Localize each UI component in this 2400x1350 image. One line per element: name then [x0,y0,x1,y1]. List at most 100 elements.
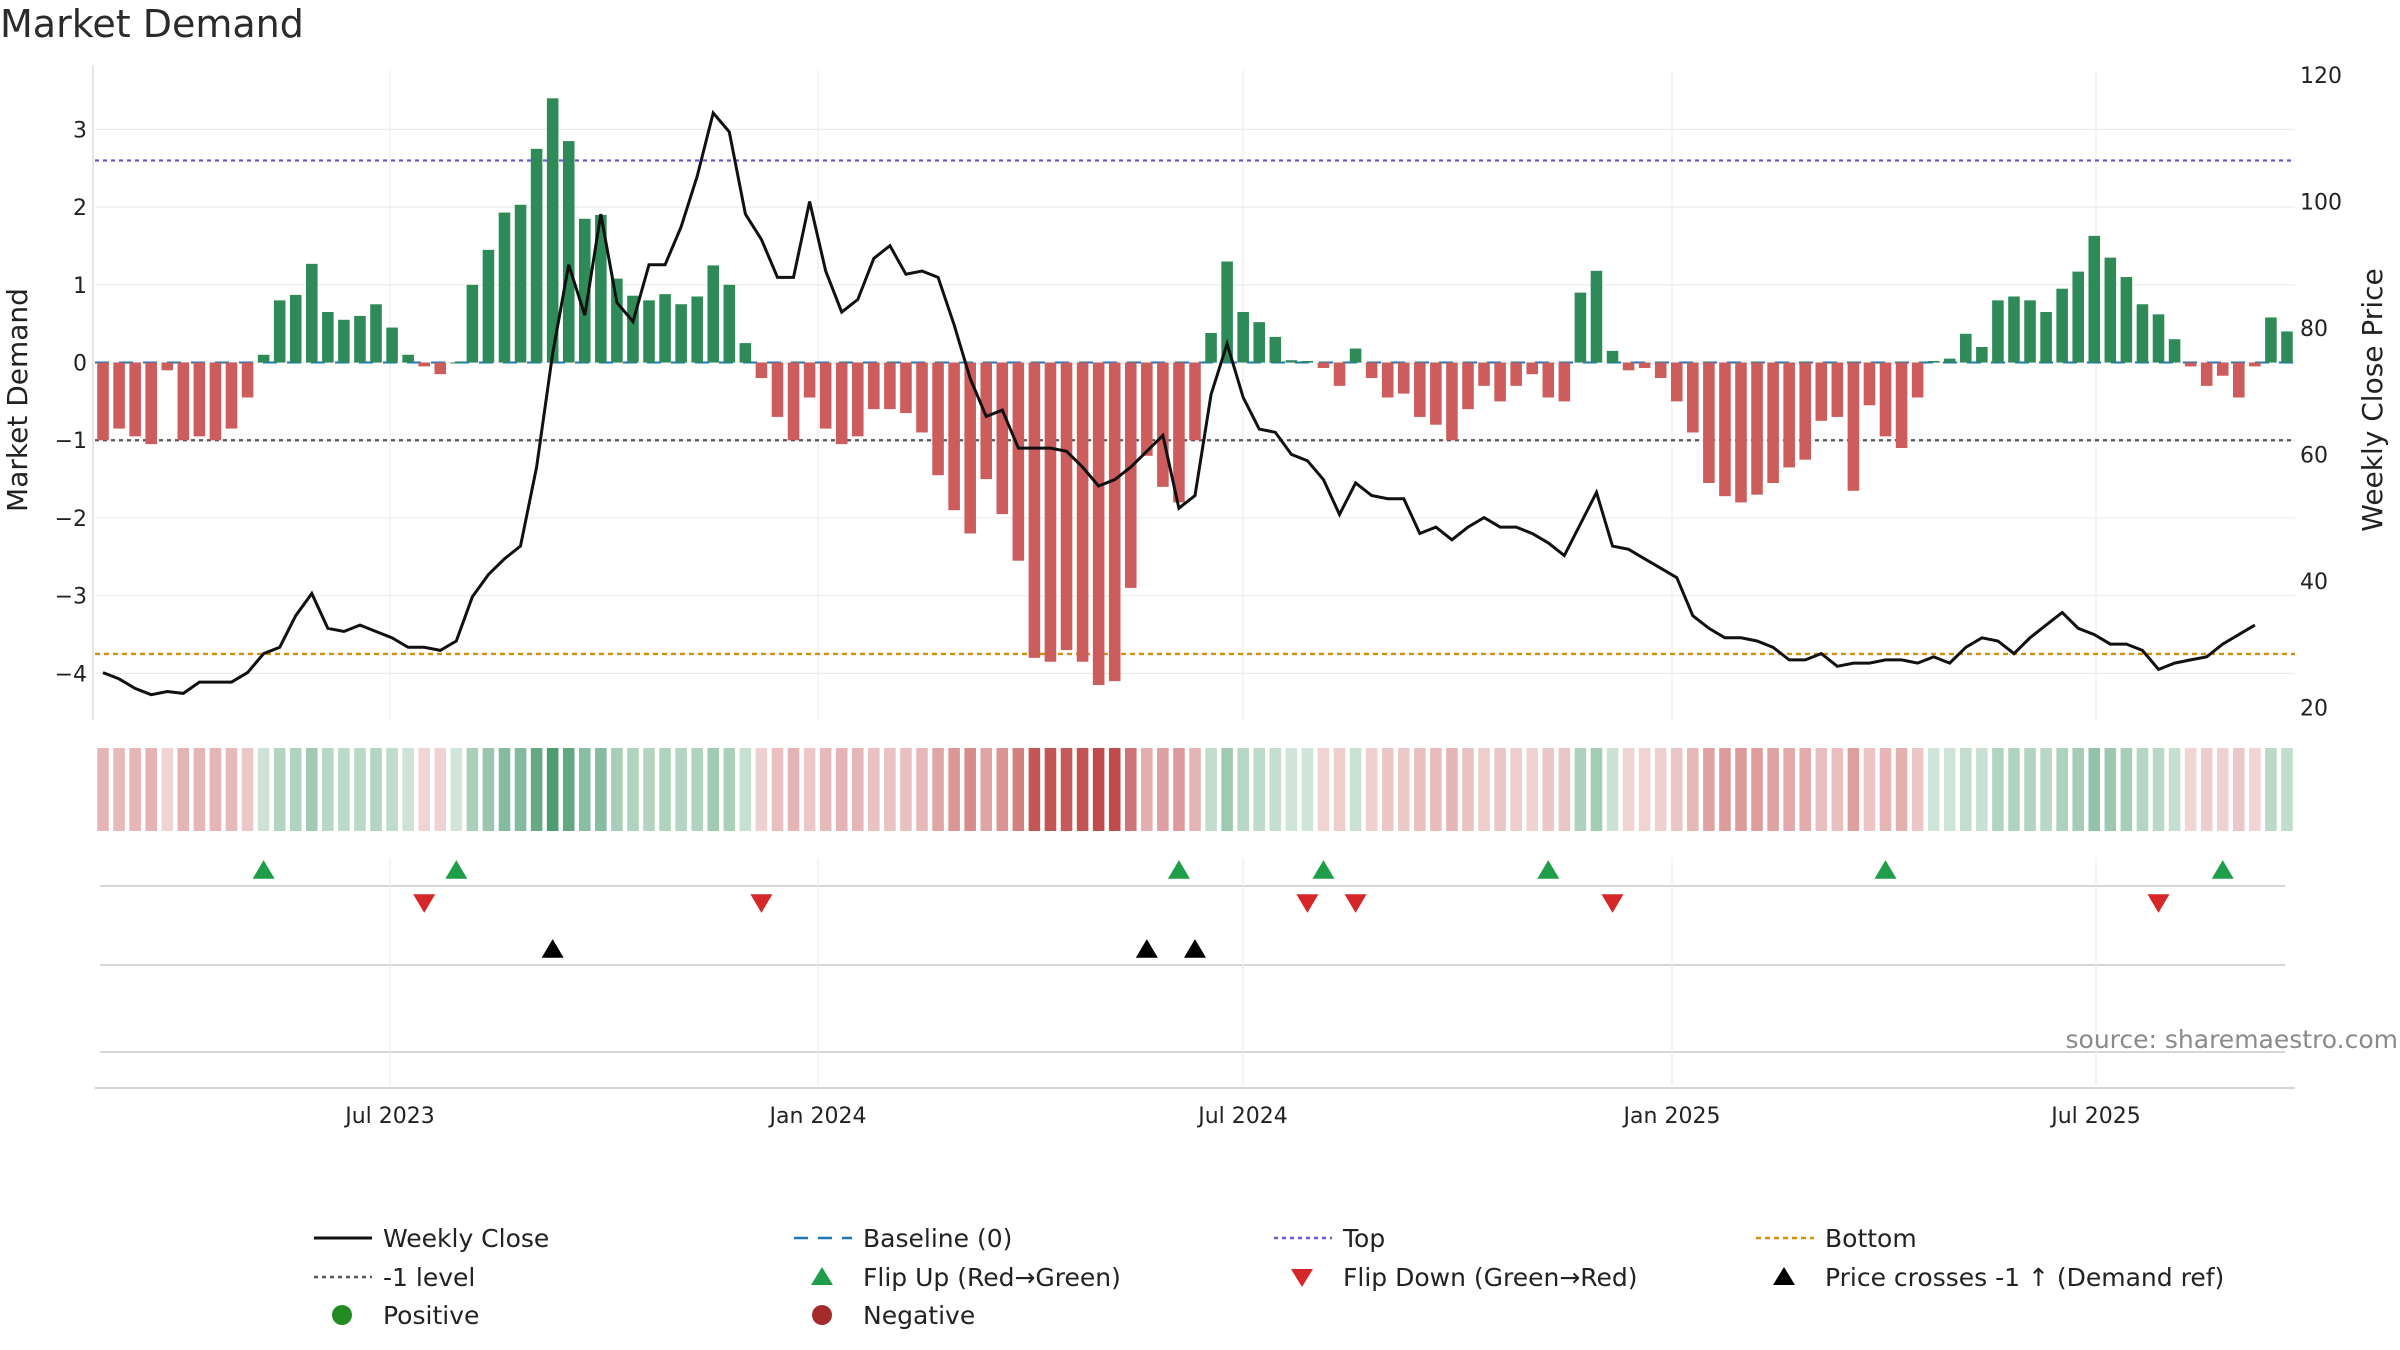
heat-cell [948,748,960,831]
legend-item: Top [1274,1224,1385,1253]
heat-cell [2056,748,2068,831]
demand-bar [1703,362,1715,483]
legend-label: Flip Up (Red→Green) [863,1263,1121,1292]
demand-bar [1943,358,1956,363]
heat-cell [530,748,543,831]
heat-cell [1333,748,1346,831]
demand-bar [595,214,607,363]
demand-bar [1462,362,1474,410]
demand-bar [498,212,511,363]
demand-bar [2265,317,2277,363]
y-tick-label: −2 [55,507,87,532]
demand-bar [803,362,816,398]
y-tick-label: 3 [73,118,87,143]
flip-up-marker [1537,860,1560,879]
heat-cell [546,748,559,831]
heat-cell [1815,748,1828,831]
flip-down-marker [1601,894,1624,913]
heat-cell [2265,748,2277,831]
heat-cell [1430,748,1442,831]
heat-cell [787,748,800,831]
demand-bar [1960,333,1972,363]
demand-bar [948,362,960,511]
demand-bar [97,362,109,441]
heat-cell [2184,748,2197,831]
heat-cell [1124,748,1137,831]
heat-cell [916,748,928,831]
heat-cell [1076,748,1089,831]
demand-bar [2233,362,2245,398]
demand-bar [1751,362,1763,495]
demand-bar [1333,362,1346,386]
heat-cell [1735,748,1747,831]
demand-bar [1670,362,1683,402]
demand-bar [2072,271,2084,363]
demand-bar [2168,339,2181,363]
weekly-close-line [102,109,2256,697]
legend-label: Price crosses -1 ↑ (Demand ref) [1825,1263,2224,1292]
heat-cell [145,748,157,831]
demand-bar [1365,362,1378,379]
heat-cell [627,748,639,831]
demand-bar [1911,362,1924,398]
demand-bar [306,263,318,363]
price-cross-marker [1184,939,1206,958]
demand-bar [2184,362,2197,367]
demand-bar [851,362,864,437]
heat-cell [241,748,254,831]
x-tick-label: Jul 2023 [343,1104,435,1129]
demand-bar [643,300,655,363]
y2-axis-ticks: 120 100 80 60 40 20 [2300,64,2342,721]
heat-cell [643,748,655,831]
demand-bar [562,141,575,363]
demand-bar [450,362,463,364]
demand-bar [546,98,559,363]
heat-cell [289,748,302,831]
demand-bar [1526,362,1539,375]
demand-bar [1446,362,1458,441]
demand-bar [2152,314,2165,363]
heat-cell [1349,748,1362,831]
demand-bar [241,362,254,398]
heat-cell [1927,748,1940,831]
demand-bar [1381,362,1394,398]
demand-bar [482,249,495,363]
demand-bar [370,304,382,363]
demand-bar [193,362,206,437]
demand-bar [1687,362,1699,433]
heat-cell [354,748,366,831]
heat-cell [386,748,398,831]
heat-cell [1510,748,1522,831]
demand-bar [1301,360,1314,363]
heat-cell [418,748,430,831]
legend-label: Bottom [1825,1224,1917,1253]
heat-cell [611,748,623,831]
y-tick-label: −4 [55,662,87,687]
heat-cell [482,748,495,831]
heat-cell [1060,748,1073,831]
heat-cell [595,748,607,831]
heat-cell [193,748,206,831]
heat-cell [1365,748,1378,831]
heat-cell [1237,748,1249,831]
flip-up-marker [1874,860,1897,879]
heat-cell [322,748,334,831]
demand-bar [1205,333,1217,363]
heat-cell [900,748,912,831]
demand-bar [2136,304,2149,363]
demand-bar [2249,362,2261,367]
y2-tick-label: 60 [2300,443,2328,468]
heat-cell [2152,748,2165,831]
demand-bar [273,300,286,363]
heat-cell [1976,748,1988,831]
demand-bar [2200,362,2213,386]
flip-up-marker [445,860,468,879]
demand-bar [819,362,832,429]
heat-cell [1221,748,1233,831]
legend-item: Positive [332,1301,479,1330]
heat-cell [2200,748,2213,831]
demand-bar [1124,362,1137,588]
demand-bar [2008,296,2020,363]
heat-cell [755,748,768,831]
